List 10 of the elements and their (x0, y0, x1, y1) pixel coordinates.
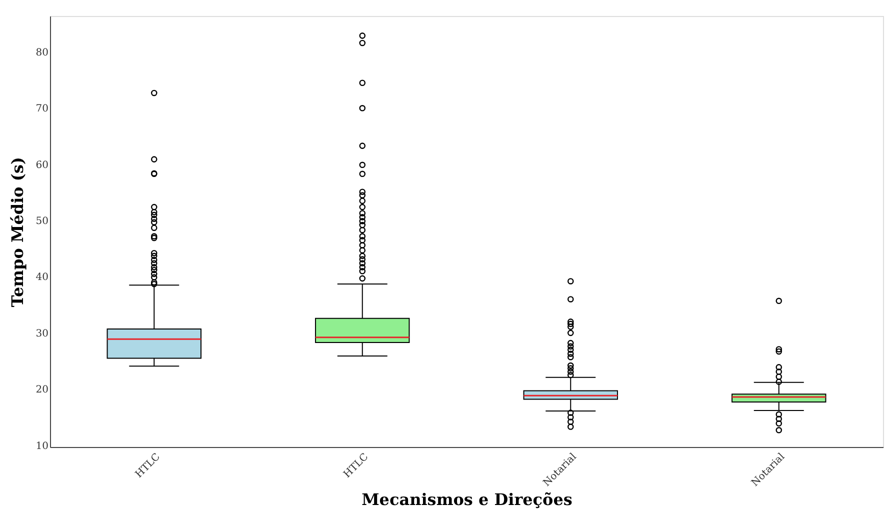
y-tick-label: 40 (36, 272, 48, 284)
y-tick-label: 10 (36, 440, 48, 452)
y-tick-label: 50 (36, 216, 48, 228)
y-tick-label: 70 (36, 104, 48, 115)
y-tick-label: 20 (36, 384, 48, 396)
y-tick-label: 60 (36, 160, 48, 171)
y-tick-label: 30 (36, 328, 48, 340)
y-tick-label: 80 (36, 47, 48, 58)
x-axis-title: Mecanismos e Direções (362, 490, 572, 510)
y-axis-title: Tempo Médio (s) (8, 156, 27, 308)
